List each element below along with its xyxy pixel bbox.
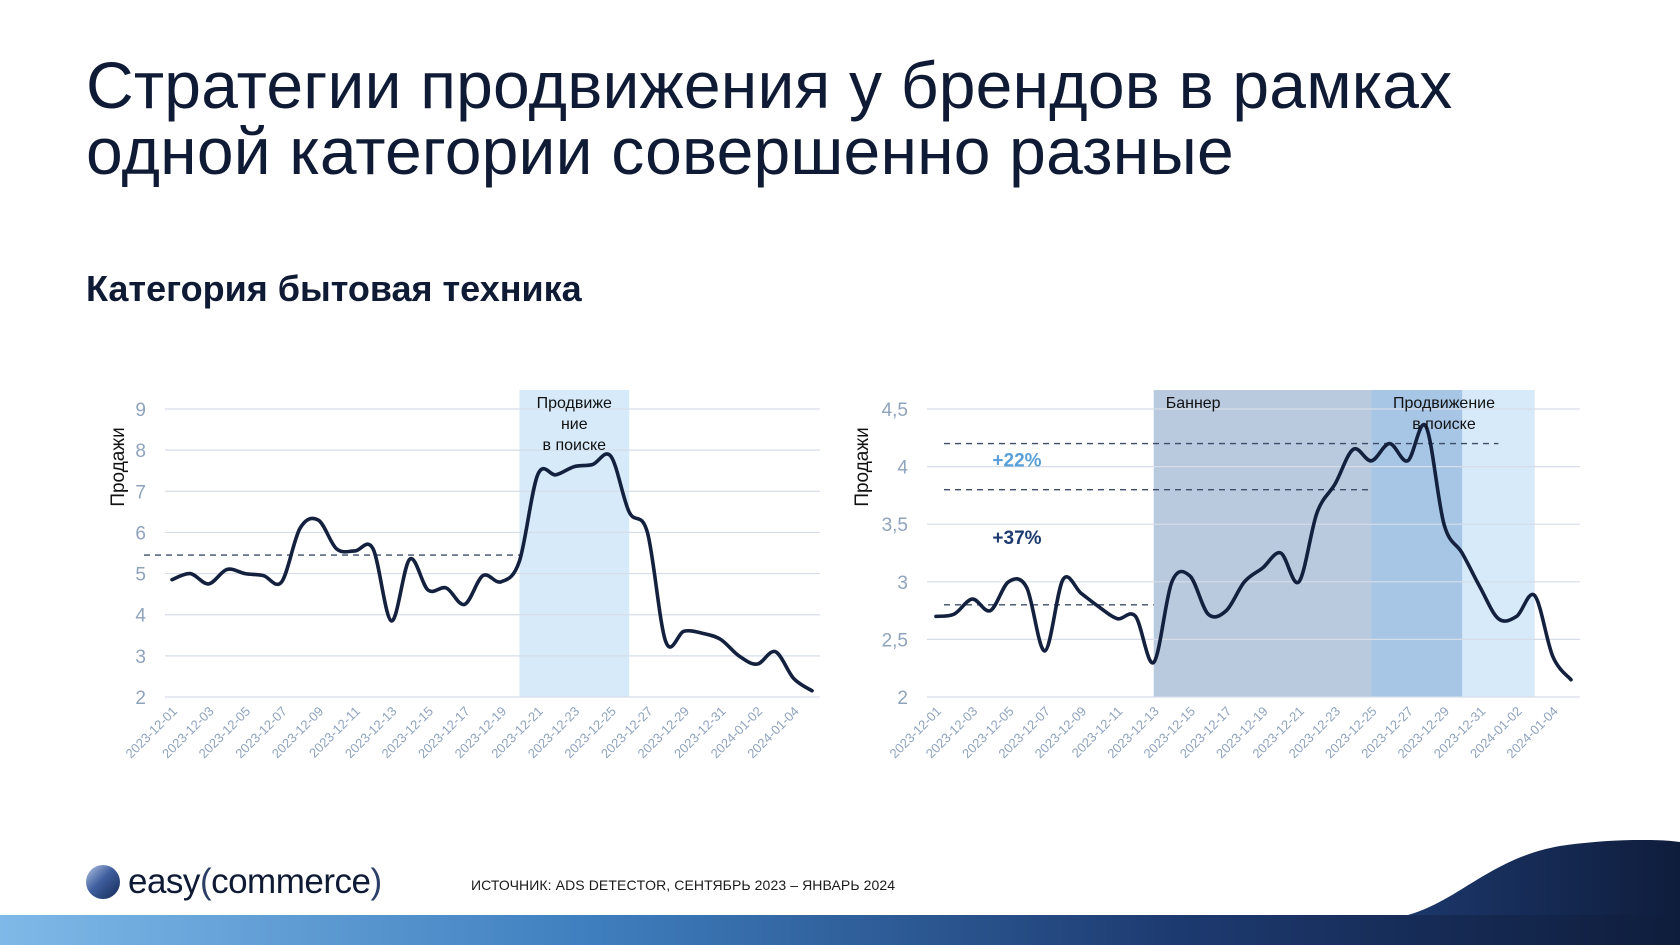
logo-open-paren: ( [199, 862, 212, 901]
change-annotation: +22% [992, 451, 1041, 472]
x-tick-label: 2023-12-31 [1431, 704, 1489, 762]
x-tick-label: 2023-12-01 [886, 704, 944, 762]
x-tick-label: 2023-12-23 [525, 704, 583, 762]
x-tick-label: 2024-01-02 [708, 704, 766, 762]
highlight-label: Продвиже [537, 395, 612, 412]
y-tick-label: 8 [135, 441, 146, 462]
x-tick-label: 2023-12-21 [488, 704, 546, 762]
decorative-wave [1380, 840, 1680, 920]
logo-word-commerce: commerce [211, 862, 371, 901]
x-tick-label: 2023-12-03 [923, 704, 981, 762]
page-title-line-1: Стратегии продвижения у брендов в рамках [86, 48, 1453, 122]
section-subtitle: Категория бытовая техника [86, 268, 582, 309]
x-tick-label: 2023-12-09 [1032, 704, 1090, 762]
series-line [934, 422, 1573, 682]
y-tick-label: 3 [897, 573, 908, 594]
x-tick-label: 2023-12-17 [1177, 704, 1235, 762]
x-tick-label: 2023-12-15 [378, 704, 436, 762]
logo-close-paren: ) [370, 862, 382, 901]
highlight-band-banner [1153, 390, 1463, 697]
x-tick-label: 2023-12-25 [561, 704, 619, 762]
y-tick-label: 2 [135, 688, 146, 709]
x-tick-label: 2023-12-03 [159, 704, 217, 762]
bottom-band [0, 915, 1680, 945]
y-tick-label: 2,5 [882, 630, 908, 651]
highlight-label: Баннер [1166, 395, 1221, 412]
page-title-line-2: одной категории совершенно разные [86, 114, 1234, 188]
y-tick-label: 6 [135, 523, 146, 544]
logo-word-easy: easy [128, 862, 200, 901]
x-tick-label: 2023-12-23 [1286, 704, 1344, 762]
logo-mark-icon [86, 865, 120, 899]
x-tick-label: 2024-01-04 [1503, 704, 1561, 762]
brand-logo: easy(commerce) [86, 862, 382, 902]
x-tick-label: 2023-12-07 [232, 704, 290, 762]
y-tick-label: 4 [135, 606, 146, 627]
y-tick-label: 5 [135, 565, 146, 586]
x-tick-label: 2023-12-19 [452, 704, 510, 762]
x-tick-label: 2024-01-04 [744, 704, 802, 762]
x-tick-label: 2023-12-17 [415, 704, 473, 762]
x-tick-label: 2023-12-29 [634, 704, 692, 762]
highlight-band-promo [519, 390, 630, 697]
highlight-band-overlap [1371, 390, 1463, 697]
x-tick-label: 2023-12-05 [196, 704, 254, 762]
highlight-label: ние [561, 416, 588, 433]
x-tick-label: 2023-12-27 [1358, 704, 1416, 762]
y-tick-label: 3 [135, 647, 146, 668]
x-tick-label: 2023-12-11 [306, 704, 363, 761]
x-tick-label: 2023-12-13 [1104, 704, 1162, 762]
highlight-label: Продвижение [1393, 395, 1495, 412]
y-tick-label: 4,5 [882, 400, 908, 421]
highlight-label: в поиске [543, 437, 607, 454]
y-tick-label: 4 [897, 458, 908, 479]
highlight-label: в поиске [1412, 416, 1476, 433]
change-annotation: +37% [992, 528, 1041, 549]
x-tick-label: 2023-12-05 [959, 704, 1017, 762]
x-tick-label: 2023-12-27 [598, 704, 656, 762]
x-tick-label: 2023-12-13 [342, 704, 400, 762]
series-line [170, 452, 814, 693]
x-tick-label: 2023-12-01 [122, 704, 180, 762]
x-tick-label: 2023-12-11 [1069, 704, 1126, 761]
x-tick-label: 2023-12-31 [671, 704, 729, 762]
logo-text: easy(commerce) [128, 862, 382, 902]
highlight-band-promo [1371, 390, 1535, 697]
x-tick-label: 2024-01-02 [1467, 704, 1525, 762]
x-tick-label: 2023-12-29 [1394, 704, 1452, 762]
y-tick-label: 2 [897, 688, 908, 709]
y-axis-label: Продажи [108, 427, 129, 506]
x-tick-label: 2023-12-15 [1140, 704, 1198, 762]
x-tick-label: 2023-12-25 [1322, 704, 1380, 762]
x-tick-label: 2023-12-09 [269, 704, 327, 762]
page-title: Стратегии продвижения у брендов в рамках… [86, 52, 1606, 184]
y-axis-label: Продажи [852, 427, 873, 506]
source-note: ИСТОЧНИК: ADS DETECTOR, СЕНТЯБРЬ 2023 – … [471, 877, 896, 893]
y-tick-label: 7 [135, 482, 146, 503]
y-tick-label: 9 [135, 400, 146, 421]
x-tick-label: 2023-12-07 [995, 704, 1053, 762]
x-tick-label: 2023-12-19 [1213, 704, 1271, 762]
y-tick-label: 3,5 [882, 515, 908, 536]
x-tick-label: 2023-12-21 [1249, 704, 1307, 762]
